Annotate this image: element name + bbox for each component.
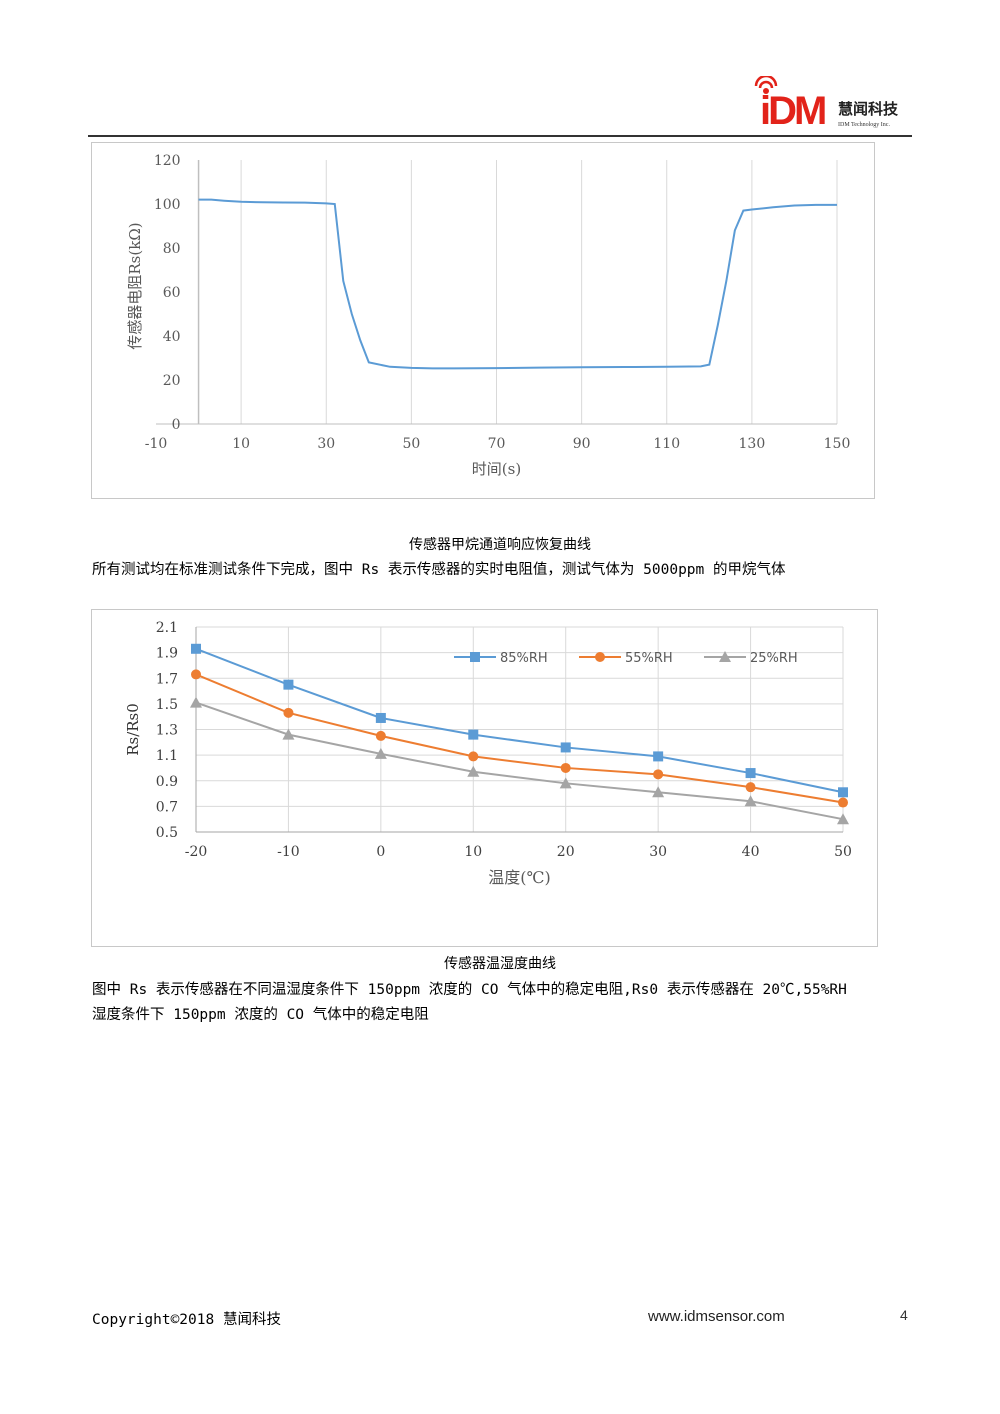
series-point-85%RH	[560, 742, 571, 753]
company-name-cn: 慧闻科技	[838, 100, 899, 118]
x-tick-label: 110	[653, 436, 680, 452]
chart1-caption: 传感器甲烷通道响应恢复曲线	[409, 537, 591, 553]
series-point-25%RH	[374, 747, 387, 759]
legend-marker-55%RH	[595, 652, 605, 662]
legend-label-85%RH: 85%RH	[500, 651, 548, 666]
series-point-85%RH	[191, 643, 201, 654]
wifi-signal-icon	[754, 74, 778, 89]
x-tick-label: 50	[402, 436, 420, 452]
y-tick-label: 80	[163, 241, 181, 257]
series-point-55%RH	[375, 730, 386, 741]
x-tick-label: 130	[739, 436, 766, 452]
x-tick-label: 30	[649, 844, 667, 860]
series-point-25%RH	[837, 813, 849, 825]
series-point-25%RH	[467, 765, 480, 777]
x-tick-label: 50	[834, 844, 852, 860]
series-point-25%RH	[652, 786, 665, 798]
y-tick-label: 60	[163, 285, 181, 301]
series-point-85%RH	[838, 787, 848, 798]
footer-website-link[interactable]: www.idmsensor.com	[648, 1308, 785, 1325]
rs-definition-line1: 图中 Rs 表示传感器在不同温湿度条件下 150ppm 浓度的 CO 气体中的稳…	[92, 982, 847, 998]
series-point-25%RH	[744, 795, 757, 807]
series-point-25%RH	[282, 728, 295, 740]
series-point-85%RH	[745, 768, 756, 779]
company-logo: iDM 慧闻科技 IDM Technology Inc.	[752, 74, 912, 133]
series-point-55%RH	[191, 669, 201, 680]
series-point-85%RH	[283, 679, 294, 690]
x-tick-label: 0	[376, 844, 385, 860]
temp-humidity-chart: 0.5 0.7 0.9 1.1 1.3 1.5 1.7 1.9 2.1 -20 -10 0 10 20 30…	[91, 609, 878, 947]
response-recovery-chart-svg: -10 10 30 50 70 90 110 130 150 0 20 40 60 80 100 120 时间(…	[126, 153, 851, 478]
company-name-en: IDM Technology Inc.	[838, 122, 890, 128]
y-tick-label: 1.3	[156, 723, 178, 739]
legend-label-25%RH: 25%RH	[750, 651, 798, 666]
series-line-85%RH	[195, 647, 844, 794]
x-tick-label: -10	[145, 436, 168, 452]
x-tick-label: 30	[317, 436, 335, 452]
series-point-25%RH	[559, 777, 572, 789]
x-tick-label: 20	[557, 844, 575, 860]
series-point-55%RH	[745, 782, 756, 793]
legend-marker-85%RH	[470, 652, 480, 662]
resistance-series-line	[198, 198, 837, 370]
series-point-55%RH	[653, 769, 664, 780]
y-axis-title: Rs/Rs0	[124, 703, 142, 756]
y-tick-label: 100	[154, 197, 181, 213]
series-point-25%RH	[190, 696, 202, 708]
response-recovery-chart: -10 10 30 50 70 90 110 130 150 0 20 40 60 80 100 120 时间(…	[91, 142, 875, 499]
x-tick-label: 10	[464, 844, 482, 860]
series-point-85%RH	[653, 751, 664, 762]
series-point-55%RH	[838, 797, 848, 808]
y-tick-label: 0.7	[156, 799, 178, 815]
legend-label-55%RH: 55%RH	[625, 651, 673, 666]
y-tick-label: 120	[154, 153, 181, 169]
series-point-55%RH	[283, 707, 294, 718]
x-tick-label: 90	[573, 436, 591, 452]
temp-humidity-chart-svg: 0.5 0.7 0.9 1.1 1.3 1.5 1.7 1.9 2.1 -20 -10 0 10 20 30…	[124, 620, 852, 887]
y-axis-title: 传感器电阻Rs(kΩ)	[126, 222, 144, 349]
y-tick-label: 0.9	[156, 774, 178, 790]
x-tick-label: -20	[185, 844, 208, 860]
x-tick-label: 150	[824, 436, 851, 452]
header-rule	[88, 135, 912, 137]
footer-copyright: Copyright©2018 慧闻科技	[92, 1312, 281, 1328]
y-tick-label: 0	[172, 417, 181, 433]
y-tick-label: 1.5	[156, 697, 178, 713]
x-axis-title: 温度(℃)	[488, 868, 550, 887]
series-line-25%RH	[195, 701, 844, 821]
series-point-55%RH	[560, 762, 571, 773]
y-tick-label: 1.9	[156, 646, 178, 662]
x-tick-label: 10	[232, 436, 250, 452]
y-tick-label: 0.5	[156, 825, 178, 841]
y-tick-label: 40	[163, 329, 181, 345]
x-tick-label: -10	[277, 844, 300, 860]
rs-definition-line2: 湿度条件下 150ppm 浓度的 CO 气体中的稳定电阻	[92, 1007, 429, 1023]
series-point-55%RH	[468, 751, 479, 762]
chart2-caption: 传感器温湿度曲线	[444, 956, 556, 972]
y-tick-label: 20	[163, 373, 181, 389]
x-tick-label: 40	[742, 844, 760, 860]
y-tick-label: 2.1	[156, 620, 178, 636]
test-conditions-paragraph: 所有测试均在标准测试条件下完成，图中 Rs 表示传感器的实时电阻值，测试气体为 …	[92, 562, 786, 578]
series-line-55%RH	[195, 673, 844, 804]
logo-mark: iDM	[760, 89, 825, 132]
y-tick-label: 1.7	[156, 671, 178, 687]
y-tick-label: 1.1	[156, 748, 178, 764]
x-tick-label: 70	[488, 436, 506, 452]
legend-marker-25%RH	[719, 651, 731, 662]
x-axis-title: 时间(s)	[472, 460, 521, 478]
series-point-85%RH	[468, 729, 479, 740]
page-number: 4	[900, 1307, 908, 1323]
series-point-85%RH	[375, 712, 386, 723]
